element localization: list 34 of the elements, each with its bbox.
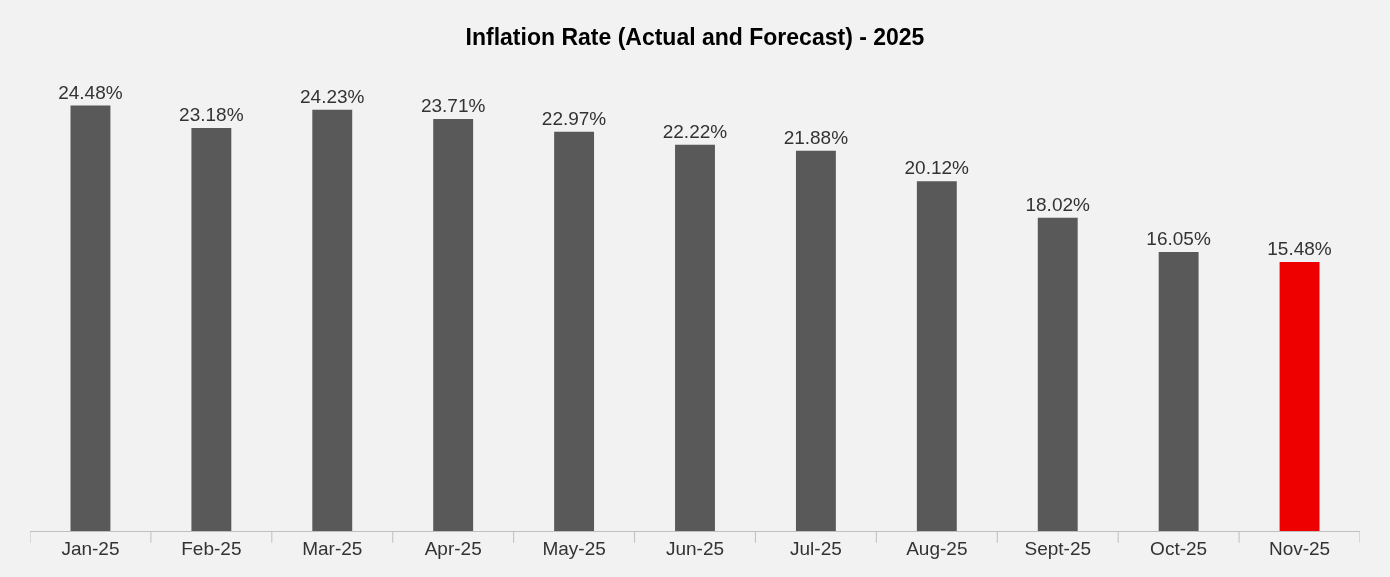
data-label: 20.12% — [904, 157, 970, 179]
data-label: 15.48% — [1267, 237, 1332, 259]
x-tick-label: Jul-25 — [790, 537, 842, 559]
data-label: 23.71% — [420, 94, 486, 116]
bar — [312, 109, 353, 531]
x-tick-label: May-25 — [542, 537, 606, 559]
data-label: 24.48% — [58, 81, 123, 103]
x-tick-label: Jan-25 — [61, 537, 120, 559]
bar — [916, 181, 957, 531]
data-label: 22.97% — [541, 107, 607, 129]
x-tick-label: Nov-25 — [1268, 537, 1331, 559]
x-tick-label: Apr-25 — [424, 537, 482, 559]
bar — [70, 105, 111, 531]
data-label: 21.88% — [783, 126, 849, 148]
x-tick-label: Oct-25 — [1150, 537, 1208, 559]
data-label: 22.22% — [662, 120, 728, 142]
bar — [554, 131, 595, 531]
x-tick-label: Aug-25 — [906, 537, 968, 559]
bar — [191, 128, 232, 531]
bar — [433, 118, 474, 531]
data-label: 18.02% — [1025, 193, 1090, 215]
chart-title: Inflation Rate (Actual and Forecast) - 2025 — [465, 23, 925, 50]
data-label: 16.05% — [1146, 228, 1211, 250]
bar — [1279, 261, 1320, 531]
bar — [1158, 252, 1199, 531]
x-tick-label: Mar-25 — [302, 537, 363, 559]
bar — [675, 144, 715, 531]
bar — [795, 150, 836, 531]
x-tick-label: Feb-25 — [181, 537, 242, 559]
data-label: 23.18% — [179, 104, 244, 126]
x-tick-label: Sept-25 — [1024, 537, 1091, 559]
bar — [1037, 217, 1078, 531]
data-label: 24.23% — [300, 85, 365, 107]
x-tick-label: Jun-25 — [665, 537, 725, 559]
